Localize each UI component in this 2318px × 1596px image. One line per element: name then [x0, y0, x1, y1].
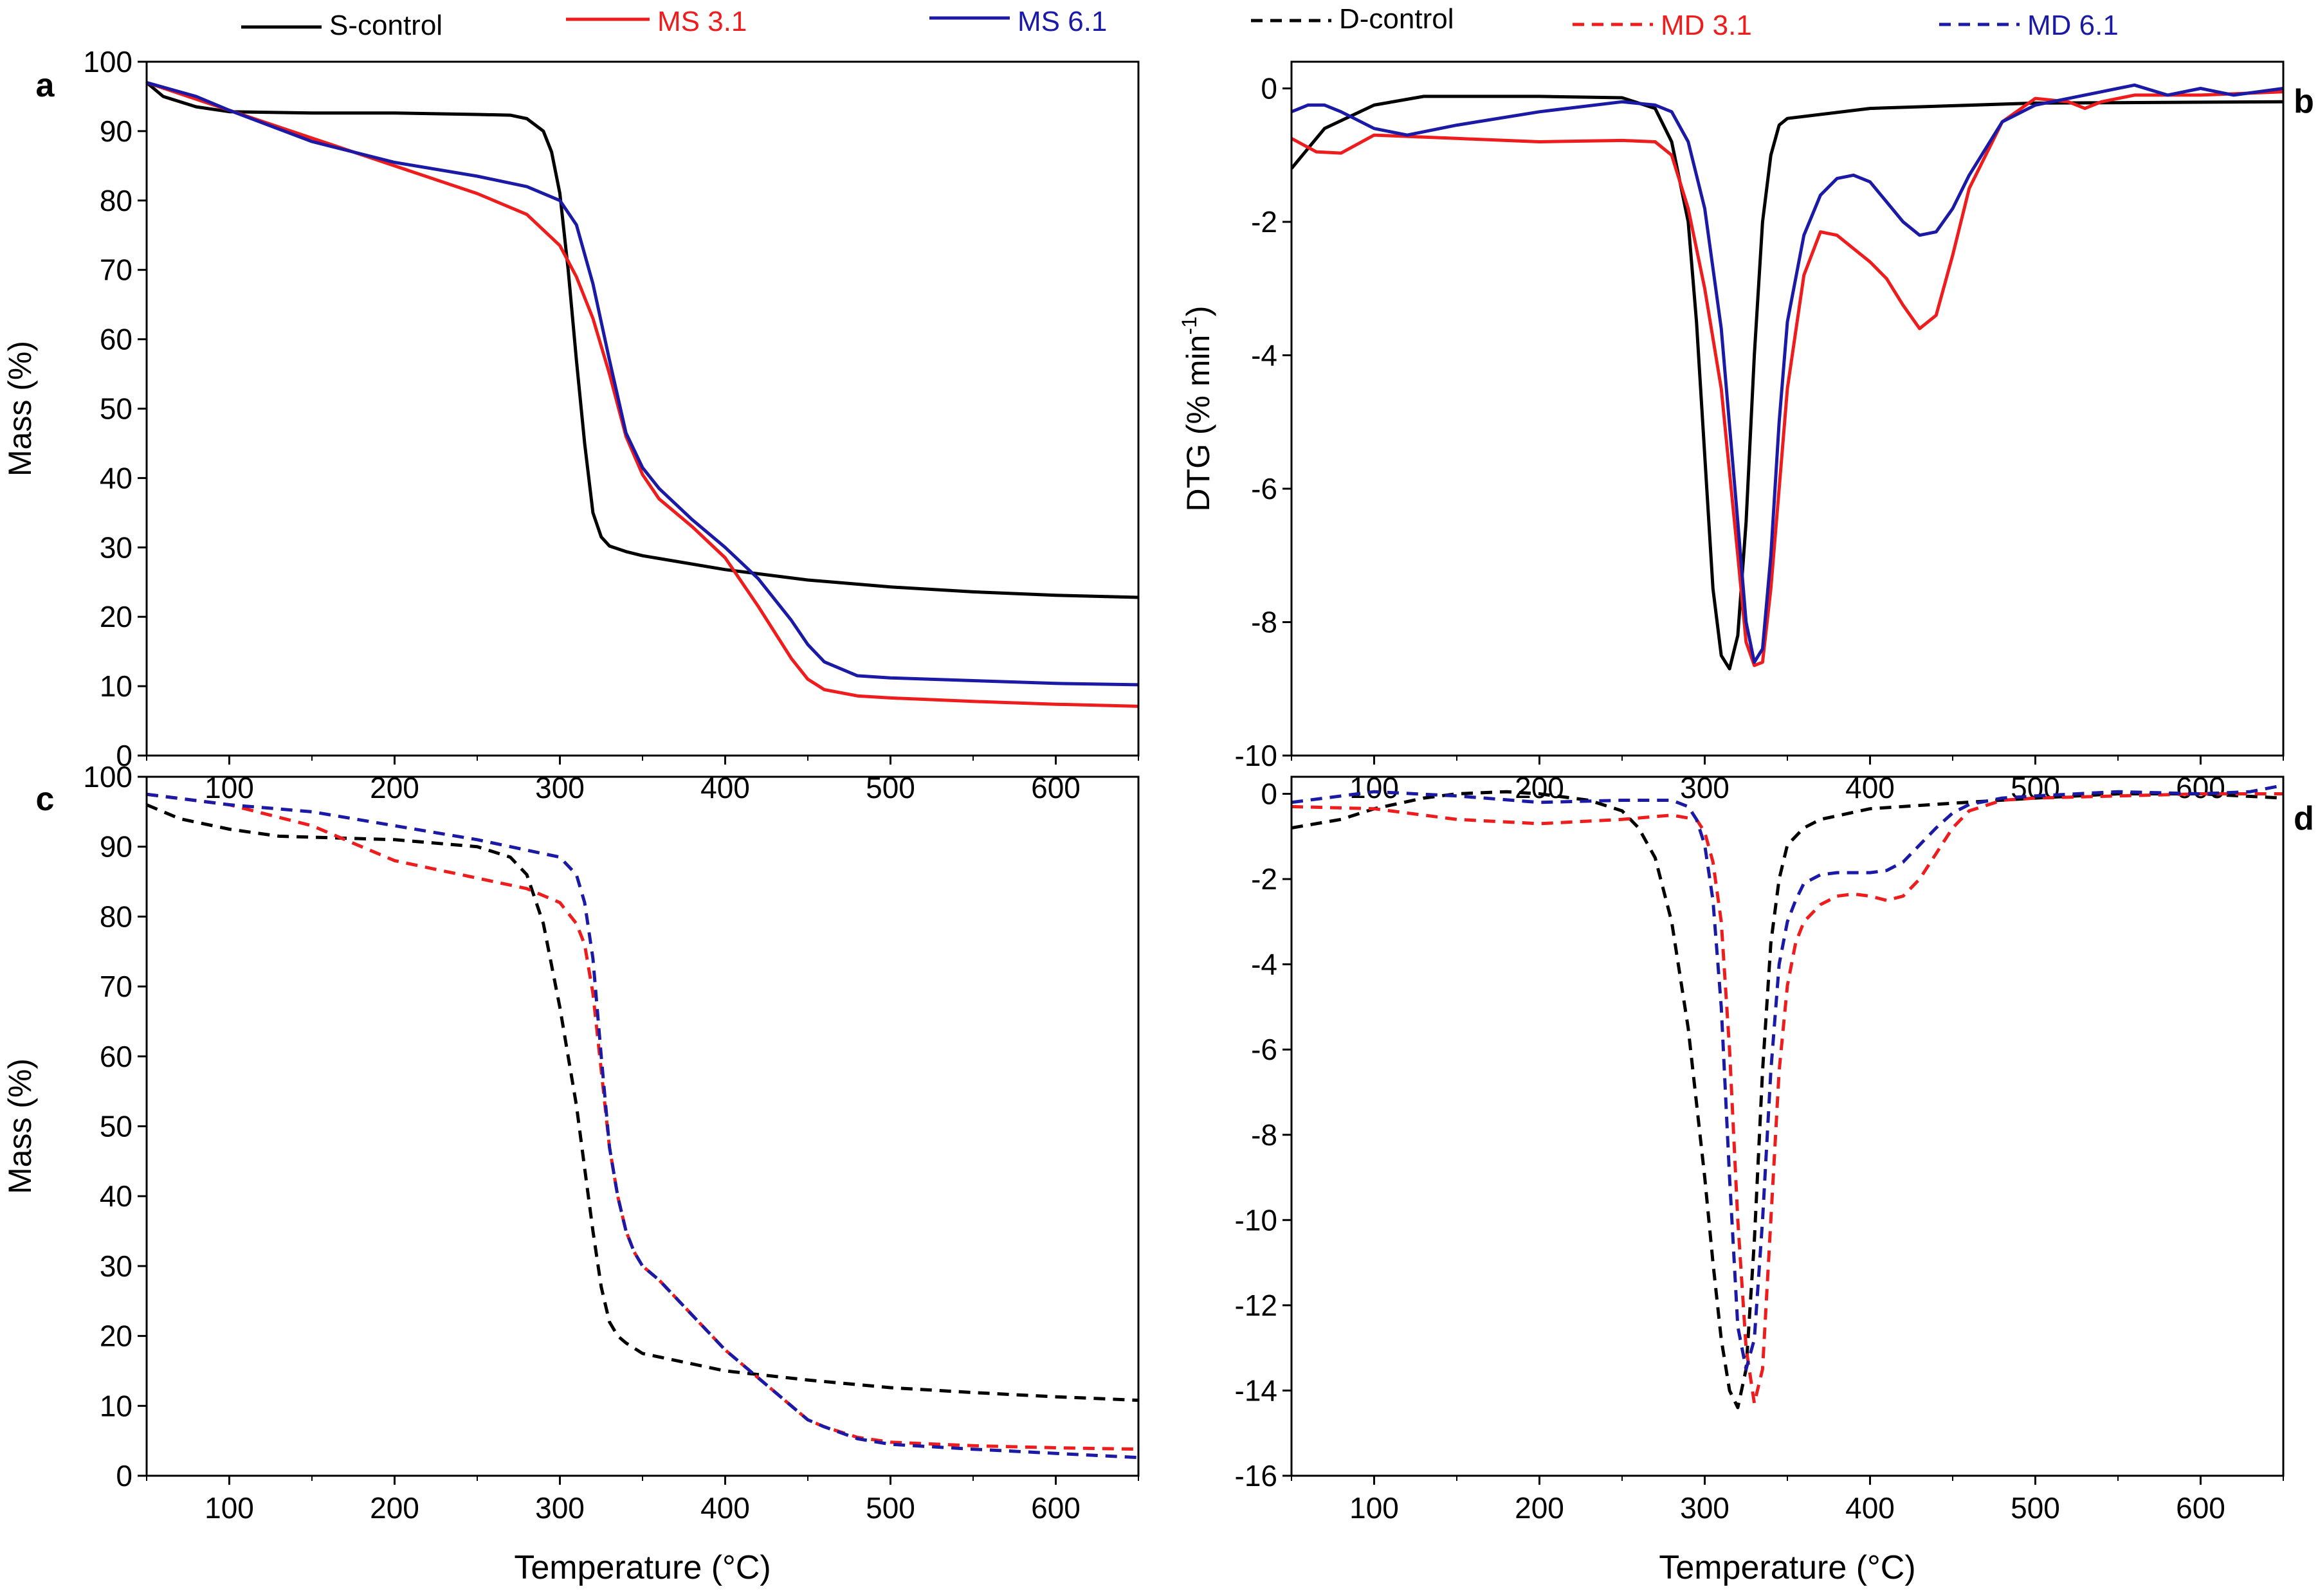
y-tick-label-b: -8 [1251, 606, 1277, 639]
plot-frame-c [145, 775, 1140, 1477]
y-tick-label-a: 70 [100, 253, 132, 287]
y-tick-label-c: 30 [100, 1249, 132, 1283]
panel-label-c: c [36, 781, 55, 818]
x-tick-label-c: 600 [1031, 1491, 1081, 1525]
y-tick-label-a: 90 [100, 114, 132, 148]
x-tick-label-d: 300 [1680, 1491, 1729, 1525]
y-tick-label-a: 80 [100, 184, 132, 217]
y-tick-label-c: 50 [100, 1110, 132, 1143]
series-line-a-ms-6-1 [147, 80, 1138, 687]
legend-label-ms-6-1: MS 6.1 [1018, 6, 1107, 37]
y-tick-label-d: -10 [1235, 1203, 1277, 1237]
y-tick-label-c: 80 [100, 900, 132, 933]
y-tick-label-c: 100 [83, 760, 132, 793]
legend: S-control MS 3.1 MS 6.1 D-control MD 3.1… [241, 3, 2119, 41]
legend-label-d-control: D-control [1339, 3, 1454, 35]
y-tick-label-d: -14 [1235, 1374, 1277, 1407]
x-tick-label-d: 100 [1349, 1491, 1399, 1525]
y-tick-label-b: -2 [1251, 205, 1277, 239]
panel-label-a: a [36, 67, 55, 104]
plot-frame-b [1290, 60, 2285, 757]
series-line-b-ms-3-1 [1291, 90, 2283, 667]
plot-frame-d [1290, 775, 2285, 1477]
panel-d: 100 200 300 400 500 600 0 -2 -4 -6 -8 -10 -12 -14 -16 T… [1235, 775, 2314, 1586]
y-tick-label-b: -4 [1251, 339, 1277, 372]
series-line-d-md-3-1 [1291, 792, 2283, 1405]
y-tick-label-d: 0 [1261, 777, 1277, 811]
series-line-d-d-control [1291, 790, 2283, 1410]
x-tick-label-d: 500 [2011, 1491, 2060, 1525]
x-tick-label-c: 100 [205, 1491, 254, 1525]
series-line-c-d-control [147, 803, 1138, 1402]
series-line-c-md-6-1 [147, 792, 1138, 1460]
legend-label-md-6-1: MD 6.1 [2027, 10, 2119, 41]
y-axis-title-b: DTG (% min-1) [1178, 305, 1216, 511]
y-tick-label-a: 20 [100, 600, 132, 633]
series-line-b-ms-6-1 [1291, 83, 2283, 664]
legend-label-ms-3-1: MS 3.1 [657, 6, 747, 37]
y-axis-title-c: Mass (%) [2, 1058, 38, 1194]
y-tick-label-d: -2 [1251, 862, 1277, 896]
series-line-d-md-6-1 [1291, 783, 2283, 1371]
y-tick-label-a: 100 [83, 45, 132, 78]
panel-a: 100 200 300 400 500 6000102030405060708090100… [2, 45, 1140, 804]
y-tick-label-c: 0 [116, 1459, 132, 1492]
x-tick-label-d: 400 [1845, 1491, 1895, 1525]
panel-c: 100 200 300 400 500 600 0 10 20 30 40 50 60 70 80 90 100… [2, 760, 1140, 1586]
x-tick-label-c: 200 [370, 1491, 419, 1525]
x-tick-label-d: 600 [2176, 1491, 2225, 1525]
y-tick-label-a: 10 [100, 669, 132, 703]
y-axis-title-a: Mass (%) [2, 341, 38, 476]
x-axis-title-d: Temperature (°C) [1659, 1549, 1915, 1586]
plot-frame-a [145, 60, 1140, 757]
y-tick-label-c: 20 [100, 1319, 132, 1353]
y-tick-label-c: 40 [100, 1179, 132, 1213]
y-tick-label-a: 30 [100, 530, 132, 564]
x-tick-label-c: 300 [535, 1491, 585, 1525]
x-tick-label-c: 400 [700, 1491, 750, 1525]
y-tick-label-a: 0 [116, 739, 132, 772]
panel-label-d: d [2294, 800, 2314, 837]
y-tick-label-a: 40 [100, 461, 132, 494]
y-tick-label-d: -16 [1235, 1459, 1277, 1492]
series-line-b-s-control [1291, 95, 2283, 671]
y-tick-label-c: 10 [100, 1389, 132, 1422]
y-tick-label-a: 60 [100, 323, 132, 356]
y-axis-title-superscript-b: -1 [1178, 316, 1201, 334]
y-tick-label-b: -10 [1235, 739, 1277, 772]
x-tick-label-c: 500 [866, 1491, 915, 1525]
y-tick-label-d: -12 [1235, 1289, 1277, 1322]
y-tick-label-d: -8 [1251, 1118, 1277, 1152]
y-tick-label-d: -4 [1251, 948, 1277, 981]
legend-label-s-control: S-control [329, 10, 443, 41]
series-line-a-ms-3-1 [147, 81, 1138, 708]
y-tick-label-b: -6 [1251, 472, 1277, 505]
panel-label-b: b [2294, 83, 2314, 120]
series-line-c-md-3-1 [147, 792, 1138, 1451]
y-tick-label-b: 0 [1261, 72, 1277, 105]
legend-label-md-3-1: MD 3.1 [1661, 10, 1752, 41]
y-tick-label-c: 60 [100, 1040, 132, 1073]
y-tick-label-d: -6 [1251, 1033, 1277, 1066]
series-line-a-s-control [147, 81, 1138, 599]
y-tick-label-a: 50 [100, 392, 132, 426]
x-tick-label-d: 200 [1515, 1491, 1564, 1525]
y-axis-title-suffix-b: ) [1180, 305, 1216, 316]
x-axis-title-c: Temperature (°C) [514, 1549, 771, 1586]
y-tick-label-c: 90 [100, 830, 132, 864]
y-tick-label-c: 70 [100, 970, 132, 1003]
